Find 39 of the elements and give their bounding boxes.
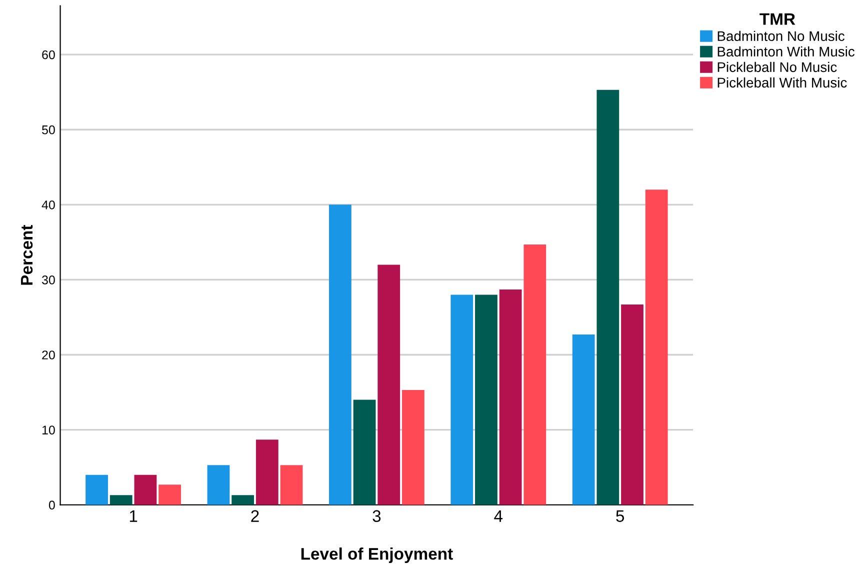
y-tick-label: 50 [42,125,55,134]
bar [596,90,620,505]
legend-title: TMR [760,13,796,25]
bar [328,204,352,505]
legend-label: Pickleball With Music [718,77,847,88]
x-tick-label: 1 [130,510,138,522]
bar [256,440,278,505]
bar [353,400,376,505]
x-tick-label: 3 [372,510,381,522]
bar [378,264,400,505]
bar [110,495,132,505]
y-tick-label: 40 [42,200,55,210]
legend-label: Pickleball No Music [718,62,837,72]
legend-label: Badminton No Music [718,30,844,42]
y-tick-label: 10 [42,426,55,434]
y-axis-title: Percent [21,224,33,285]
y-tick-label: 0 [48,500,55,510]
bar [572,334,595,505]
bar [524,244,546,505]
bar [402,390,424,505]
x-axis-title: Level of Enjoyment [301,547,453,564]
bar [232,495,254,505]
bar [450,294,474,505]
bar [280,465,303,505]
bar [621,304,644,505]
bar [499,289,522,505]
x-tick-label: 5 [616,510,624,522]
bar [645,190,668,505]
bar [207,465,230,505]
x-tick-label: 2 [251,510,259,522]
bar [86,474,108,505]
bar [475,294,498,505]
y-tick-label: 60 [42,50,55,60]
bar [134,474,157,505]
y-tick-label: 30 [42,276,55,284]
x-tick-label: 4 [494,510,503,522]
bar [158,484,181,505]
y-tick-label: 20 [42,350,55,360]
legend-label: Badminton With Music [718,46,855,57]
